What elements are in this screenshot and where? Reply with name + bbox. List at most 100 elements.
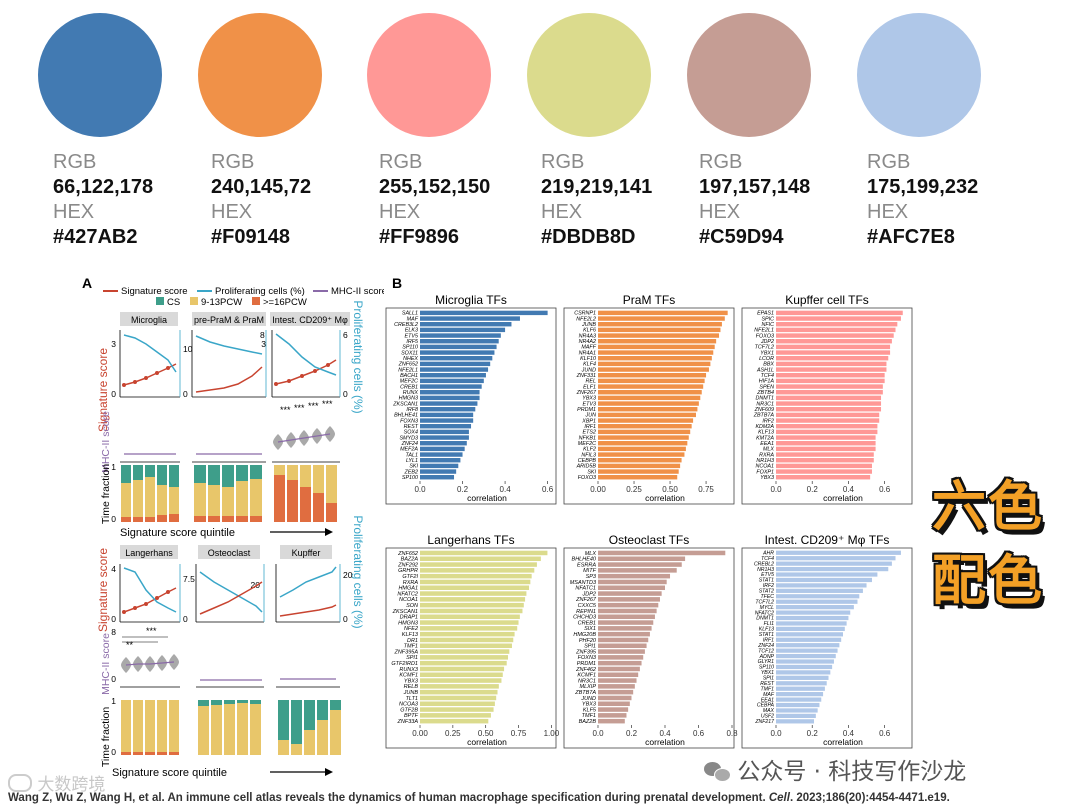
bar	[776, 670, 831, 675]
y-label-signature-top: Signature score	[96, 348, 110, 432]
subplot-2: PraM TFs CSRNP1NFE2L2JUNBKLF6NR4A3NR4A2MA…	[563, 293, 735, 505]
bar	[598, 689, 634, 695]
gene-label: NR1H3	[756, 458, 774, 464]
x-axis-label: correlation	[823, 737, 863, 747]
citation-rest: . 2023;186(20):4454-4471.e19.	[789, 792, 950, 804]
bar	[598, 608, 657, 614]
bar	[776, 648, 838, 653]
citation: Wang Z, Wu Z, Wang H, et al. An immune c…	[8, 792, 950, 804]
gene-label: CREB1	[578, 620, 596, 626]
gene-label: SON	[406, 603, 418, 609]
title-osteoclast: Osteoclast	[208, 548, 251, 558]
swatch-circle-6	[857, 13, 981, 137]
bar	[420, 695, 497, 701]
bars-intest	[274, 465, 337, 522]
bar	[420, 573, 532, 579]
bar	[776, 435, 876, 440]
x-tick-label: 0.75	[511, 729, 527, 738]
y-label-mhc-top: MHC-II score	[100, 411, 112, 473]
bar	[598, 418, 694, 423]
bar	[776, 356, 889, 361]
bar	[776, 469, 872, 474]
tick-b-sig-b-max: 20	[251, 580, 261, 590]
bar	[598, 395, 701, 401]
bar	[420, 614, 520, 620]
tick-pro-c-max: 6	[343, 330, 348, 340]
panel-b-subplots: Microglia TFsSALL1MAFCREB3L2ELK3ETV5IRF5…	[385, 293, 913, 749]
hex-label: HEX	[379, 201, 421, 223]
gene-label: KLF13	[758, 430, 774, 436]
bar	[776, 429, 878, 435]
hex-value: #FF9896	[379, 226, 460, 248]
bar	[776, 441, 876, 446]
bar	[598, 333, 720, 338]
bar	[420, 660, 507, 666]
swatch-info-5: RGB 197,157,148 HEX #C59D94	[699, 150, 849, 250]
bar	[420, 562, 537, 567]
bar	[420, 579, 531, 585]
tick-b-frac-min: 0	[111, 747, 116, 757]
gene-label: REL	[586, 379, 596, 385]
hex-value: #427AB2	[53, 226, 138, 248]
gene-label: NFE2	[404, 626, 418, 632]
bar	[598, 407, 698, 412]
x-tick-label: 0.25	[445, 729, 461, 738]
gene-label: TCF12	[758, 648, 774, 654]
bar	[420, 463, 459, 469]
bar	[420, 713, 491, 718]
tick-pro-min: 0	[183, 389, 188, 399]
bar	[776, 583, 867, 588]
bar	[776, 344, 891, 350]
stars-3: ***	[308, 401, 319, 411]
rgb-value: 175,199,232	[867, 176, 979, 198]
gene-label: ASH1L	[756, 367, 774, 373]
subplot-title: Osteoclast TFs	[609, 533, 689, 547]
gene-label: REST	[760, 681, 775, 687]
bar	[598, 579, 667, 585]
x-tick-label: 0.50	[478, 729, 494, 738]
gene-label: PHF20	[579, 638, 597, 644]
subplot-frame	[563, 547, 735, 749]
watermark-right-text: 公众号 · 科技写作沙龙	[737, 759, 967, 785]
gene-label: JUND	[580, 696, 596, 702]
bar	[420, 327, 506, 333]
gene-label: MYCL	[760, 605, 774, 611]
gene-label: GLYR1	[758, 659, 775, 665]
gene-label: SOX4	[404, 430, 418, 436]
tick-b-pro-max: 7.5	[183, 574, 195, 584]
gene-label: TLT1	[406, 696, 418, 702]
gene-label: NFATC1	[575, 586, 596, 592]
panel-a-letter: A	[82, 275, 92, 291]
bar	[776, 350, 891, 355]
bar	[598, 344, 715, 350]
bar	[598, 435, 689, 440]
bar	[776, 702, 820, 708]
bar	[776, 327, 896, 333]
swatch-info-6: RGB 175,199,232 HEX #AFC7E8	[867, 150, 1017, 250]
stars-1: ***	[280, 405, 291, 415]
tick-b-pro-min: 0	[183, 614, 188, 624]
gene-label: KLF10	[580, 356, 596, 362]
bar	[598, 568, 677, 573]
gene-label: YBX3	[760, 475, 774, 481]
tick-pro-max: 10	[183, 344, 193, 354]
gene-label: ZNF292	[397, 562, 418, 568]
gene-label: ZNF609	[754, 407, 774, 413]
bar	[420, 684, 499, 689]
bar	[598, 713, 627, 718]
bar	[776, 599, 858, 604]
bar	[776, 446, 876, 452]
bar	[598, 562, 682, 567]
tick-frac-min: 0	[111, 514, 116, 524]
watermark-logo-icon	[8, 774, 32, 792]
subplot-frame	[563, 307, 735, 505]
gene-label: HMGN3	[398, 620, 419, 626]
swatch-info-3: RGB 255,152,150 HEX #FF9896	[379, 150, 529, 250]
gene-label: SP110	[402, 345, 418, 351]
gene-label: IRF5	[406, 339, 418, 345]
subplot-1: Microglia TFs SALL1MAFCREB3L2ELK3ETV5IRF5…	[385, 293, 557, 505]
gene-label: STAT1	[759, 578, 774, 584]
gene-label: REPIN1	[576, 609, 596, 615]
tick-pro-c-min: 0	[343, 389, 348, 399]
rgb-label: RGB	[379, 151, 423, 173]
